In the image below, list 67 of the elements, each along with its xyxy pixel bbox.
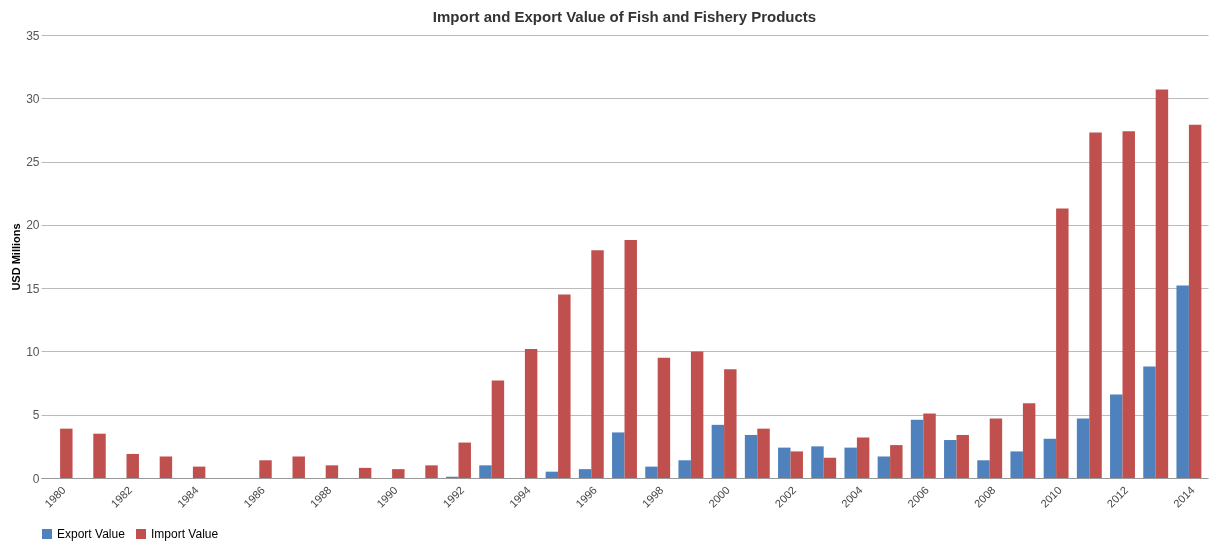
bar — [1122, 131, 1135, 478]
bar — [877, 456, 891, 478]
bar — [724, 369, 737, 478]
y-tick-label: 0 — [32, 471, 40, 486]
bar — [778, 447, 791, 478]
bar — [558, 294, 571, 478]
bar — [591, 250, 604, 478]
bar — [392, 469, 405, 478]
bar — [790, 451, 803, 478]
bar — [744, 434, 758, 478]
bar — [126, 453, 139, 478]
bar — [259, 460, 272, 478]
bar — [1010, 451, 1023, 478]
bar — [977, 460, 990, 478]
bar — [1043, 438, 1057, 478]
bar — [358, 467, 372, 478]
bar — [1022, 403, 1036, 478]
bar — [844, 447, 857, 478]
bar — [192, 466, 206, 478]
bar — [890, 445, 903, 478]
bar — [1188, 124, 1202, 478]
bar — [524, 348, 538, 478]
bar — [491, 380, 505, 478]
y-tick-label: 30 — [26, 91, 40, 106]
bar — [479, 465, 492, 478]
bar — [823, 457, 837, 478]
bar — [690, 351, 704, 478]
y-tick-label: 35 — [26, 28, 40, 43]
bar — [458, 442, 471, 478]
bar — [910, 419, 924, 478]
bar — [1110, 394, 1123, 478]
bar — [425, 465, 438, 478]
bar — [645, 466, 658, 478]
bar — [624, 240, 637, 478]
bar — [1089, 132, 1102, 478]
bar — [711, 424, 725, 478]
bar — [159, 456, 173, 478]
bar — [60, 428, 73, 478]
bar — [1076, 418, 1090, 478]
bar — [1056, 208, 1069, 478]
bar — [923, 413, 936, 478]
bar — [612, 432, 625, 478]
bar — [944, 440, 957, 478]
y-tick-label: 20 — [26, 218, 40, 233]
bar — [956, 434, 969, 478]
y-tick-label: 15 — [26, 281, 40, 296]
bar — [856, 437, 870, 478]
bar — [757, 428, 770, 478]
bar — [578, 469, 592, 478]
bar — [325, 465, 339, 478]
bar — [93, 433, 106, 478]
y-axis-title: USD Millions — [10, 223, 23, 291]
bar — [989, 418, 1003, 478]
bar — [678, 460, 691, 478]
bar — [1176, 285, 1189, 478]
chart-title: Import and Export Value of Fish and Fishery Products — [432, 8, 817, 25]
y-tick-label: 5 — [32, 408, 40, 423]
y-tick-label: 10 — [26, 344, 40, 359]
bar — [811, 446, 824, 478]
bar — [657, 357, 671, 478]
bar — [545, 471, 559, 478]
bar — [1143, 366, 1156, 478]
bar — [1155, 89, 1169, 478]
legend-label: Import Value — [151, 527, 219, 541]
bar — [292, 456, 305, 478]
y-tick-label: 25 — [26, 155, 40, 170]
legend-label: Export Value — [57, 527, 126, 541]
